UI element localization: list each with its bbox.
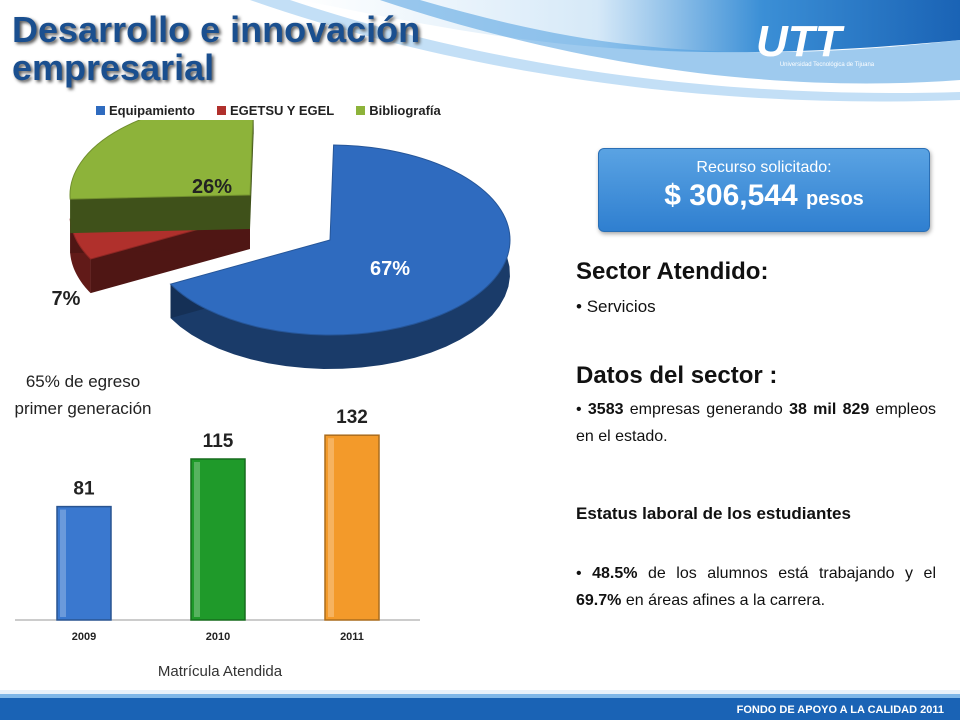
legend-label: Equipamiento [109, 103, 195, 118]
legend-item-bibliografia: Bibliografía [356, 103, 441, 118]
datos-t2: empleos en el estado. [576, 401, 937, 445]
pie-data-label: 7% [52, 288, 81, 310]
pie-slice-3 [69, 120, 254, 234]
footer-band [0, 690, 960, 720]
recurso-label: Recurso solicitado: [696, 159, 832, 176]
utt-logo: UTT Universidad Tecnológica de Tijuana [752, 17, 942, 78]
pie-slice-1 [169, 144, 511, 369]
bar-value-label: 81 [73, 479, 95, 500]
estatus-title: Estatus laboral de los estudiantes [576, 504, 851, 523]
bar-chart-xlabel: Matrícula Atendida [157, 663, 283, 680]
legend-swatch-blue [96, 106, 105, 115]
footer-text: FONDO DE APOYO A LA CALIDAD 2011 [736, 704, 944, 716]
legend-swatch-green [356, 106, 366, 115]
pie-slice-top [69, 120, 254, 200]
egreso-text: de egreso primer generación [14, 372, 152, 418]
datos-n2: 38 mil 829 [789, 401, 870, 418]
sector-item: • Servicios [576, 297, 656, 316]
legend-label: Bibliografía [369, 103, 441, 118]
legend-item-egetsu: EGETSU Y EGEL [216, 103, 335, 118]
header-banner [0, 0, 960, 110]
pie-slice-top [169, 144, 511, 336]
datos-bullet: • 3583 empresas generando 38 mil 829 emp… [576, 401, 937, 445]
egreso-pct: 65% [25, 372, 60, 391]
pie-slice-wall [250, 120, 254, 229]
bar-2009 [56, 505, 112, 621]
legend-swatch-red [216, 106, 226, 115]
x-tick-label: 2009 [72, 631, 96, 643]
page-title: Desarrollo e innovación empresarial [12, 8, 420, 90]
pie-data-label: 26% [192, 176, 232, 198]
bar-2010 [190, 458, 246, 621]
recurso-amount: $ 306,544 pesos [599, 179, 929, 213]
logo-subtitle: Universidad Tecnológica de Tijuana [779, 62, 875, 68]
utt-logo-mark: UTT [756, 17, 845, 66]
bar-value-label: 115 [203, 431, 234, 452]
pie-slice-side [70, 219, 91, 294]
datos-t1: empresas generando [623, 401, 790, 418]
bar-highlight [328, 438, 334, 617]
legend-label: EGETSU Y EGEL [229, 103, 335, 118]
pie-legend: Equipamiento EGETSU Y EGEL Bibliografía [96, 103, 441, 118]
datos-n1: 3583 [587, 401, 624, 418]
x-tick-label: 2011 [340, 631, 364, 643]
estatus-bullet: • 48.5% de los alumnos está trabajando y… [576, 565, 937, 609]
egreso-note: 65% de egreso primer generación [8, 368, 158, 422]
datos-title: Datos del sector : [576, 362, 778, 389]
pie-data-label: 67% [370, 258, 410, 280]
sector-item-text: Servicios [586, 297, 656, 316]
bar-value-label: 132 [336, 407, 368, 428]
estatus-t2: en áreas afines a la carrera. [621, 592, 826, 609]
estatus-n2: 69.7% [576, 592, 622, 609]
estatus-n1: 48.5% [592, 565, 638, 582]
legend-item-equipamiento: Equipamiento [96, 103, 195, 118]
bar-2011 [324, 434, 380, 621]
estatus-t1: de los alumnos está trabajando y el [637, 565, 937, 582]
recurso-callout: Recurso solicitado: $ 306,544 pesos [598, 148, 930, 232]
bar-chart: 81 2009 115 2010 132 2011 [15, 407, 420, 643]
bar-highlight [60, 509, 66, 617]
sector-title: Sector Atendido: [576, 258, 769, 285]
bar-highlight [194, 462, 200, 617]
recurso-value: $ 306,544 [664, 179, 798, 212]
title-line-1: Desarrollo e innovación [12, 9, 421, 50]
pie-chart: 67% 7% 26% [52, 120, 511, 369]
x-tick-label: 2010 [206, 631, 230, 643]
title-line-2: empresarial [12, 47, 215, 88]
recurso-unit: pesos [806, 188, 864, 210]
pie-slice-wall [70, 195, 250, 234]
logo-text: UTT [756, 18, 845, 62]
